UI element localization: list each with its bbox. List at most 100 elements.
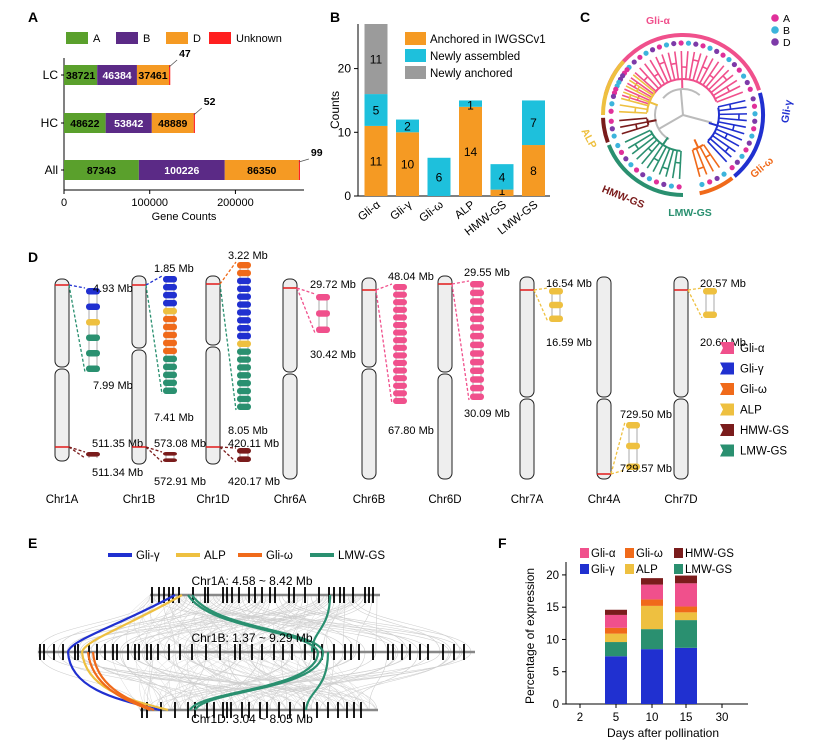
synteny-link: [351, 651, 419, 711]
region-end-label: 511.34 Mb: [92, 467, 143, 479]
bar-segment: [675, 612, 697, 621]
panel-label-f: F: [498, 535, 507, 551]
bar-segment: [490, 189, 514, 196]
tree-leaf-branch: [673, 51, 680, 80]
y-axis-title: Percentage of expression: [523, 568, 537, 704]
gene-box: [163, 387, 177, 394]
legend-label: D: [783, 37, 791, 49]
gene-box: [393, 375, 407, 382]
gene-box: [163, 371, 177, 379]
chromosome-label: Chr1A: [46, 494, 79, 506]
gene-box: [163, 458, 177, 462]
clade-arc: [733, 92, 765, 178]
legend-label: HMW-GS: [740, 425, 789, 437]
track-title: Chr1D: 3.04 ~ 8.05 Mb: [191, 712, 313, 726]
legend-swatch: [720, 424, 734, 436]
legend-label: Gli-γ: [591, 564, 615, 576]
y-tick-label: 0: [344, 189, 351, 203]
leaf-dot: [726, 56, 732, 63]
legend-swatch: [720, 383, 734, 395]
connector-line: [687, 287, 703, 291]
leaf-dot: [714, 48, 720, 54]
panel-b: 01020Counts11511Gli-α102Gli-γ6Gli-ω141AL…: [328, 24, 550, 239]
legend-swatch: [580, 564, 589, 574]
clade-arc: [601, 117, 610, 144]
legend-label: B: [783, 25, 790, 37]
gene-box: [237, 348, 251, 355]
leaf-dot: [721, 171, 727, 177]
tree-leaf-branch: [692, 53, 702, 81]
region-start-label: 29.72 Mb: [310, 279, 356, 291]
gene-box: [86, 365, 100, 372]
chromosome-arm: [205, 275, 221, 346]
y-tick-label: 10: [546, 634, 559, 646]
gene-box: [549, 288, 563, 295]
leaf-dot: [676, 184, 682, 190]
leaf-dot: [678, 40, 684, 46]
data-label: 5: [373, 104, 380, 118]
synteny-link: [204, 594, 249, 653]
leaf-dot: [731, 61, 737, 68]
leaf-dot: [631, 59, 637, 65]
synteny-link: [141, 651, 238, 711]
tree-leaf-branch: [702, 144, 721, 169]
gene-box: [163, 315, 177, 323]
legend-d: Gli-α Gli-γ Gli-ω ALP HMW-GS LMW-GS: [720, 342, 789, 458]
tree-leaf-branch: [646, 144, 664, 169]
synteny-link: [269, 594, 304, 653]
synteny-link: [194, 651, 279, 711]
synteny-link-colored: [304, 651, 330, 711]
gene-box: [237, 448, 251, 454]
tree-leaf-branch: [709, 138, 732, 158]
tree-leaf-branch: [622, 91, 650, 103]
synteny-link: [119, 594, 264, 653]
legend-swatch: [405, 32, 426, 45]
tree-leaf-branch: [620, 121, 648, 128]
data-label: 1: [499, 184, 506, 198]
tree-leaf-branch: [636, 139, 658, 160]
legend-c: ABD: [771, 13, 791, 49]
legend-label: Newly anchored: [430, 68, 512, 80]
tree-leaf-branch: [680, 51, 683, 80]
chromosome-arm: [519, 276, 535, 398]
gene-box: [316, 294, 330, 301]
tree-branch: [662, 136, 669, 146]
synteny-link: [141, 594, 362, 653]
chromosome-label: Chr6A: [274, 494, 307, 506]
leaf-dot: [751, 126, 757, 132]
leaf-dot: [668, 183, 674, 189]
bar-segment: [605, 633, 627, 643]
leaf-dot: [610, 93, 617, 99]
y-axis-title: Counts: [328, 91, 342, 129]
leaf-dot: [620, 73, 626, 79]
x-tick-label: 10: [646, 712, 659, 724]
bar-segment: [396, 132, 419, 196]
gene-box: [393, 284, 407, 291]
chromosome-label: Chr7D: [664, 494, 697, 506]
synteny-link: [355, 594, 373, 653]
bar-segment: [224, 160, 299, 180]
synteny-link: [66, 651, 377, 711]
tree-leaf-branch: [627, 133, 653, 149]
tree-branch: [658, 114, 684, 130]
tree-branch: [662, 88, 701, 99]
legend-dot: [771, 38, 779, 46]
gene-box: [163, 323, 177, 331]
leaf-dot: [747, 86, 753, 92]
gene-box: [237, 332, 251, 340]
gene-box: [393, 314, 407, 321]
connector-line: [68, 284, 86, 373]
x-tick-label: 0: [61, 197, 67, 209]
legend-swatch: [720, 362, 734, 375]
synteny-link: [215, 594, 463, 653]
connector-line: [219, 446, 237, 463]
gene-box: [703, 288, 717, 295]
legend-swatch: [720, 444, 734, 457]
chromosome-arm: [519, 398, 535, 480]
data-label: 46384: [102, 70, 131, 82]
chromosome-arm: [437, 275, 453, 373]
tree-leaf-branch: [621, 94, 649, 105]
chromosome-label: Chr6D: [428, 494, 461, 506]
chromosome-label: Chr1D: [196, 494, 229, 506]
leaf-dot: [611, 133, 617, 139]
